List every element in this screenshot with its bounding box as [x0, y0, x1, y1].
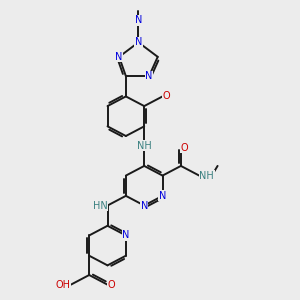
- Text: O: O: [181, 142, 188, 153]
- Text: OH: OH: [56, 280, 71, 290]
- Text: HN: HN: [93, 200, 107, 211]
- Text: O: O: [163, 92, 170, 101]
- Text: NH: NH: [137, 141, 152, 151]
- Text: N: N: [159, 191, 166, 201]
- Text: N: N: [145, 71, 153, 81]
- Text: O: O: [107, 280, 115, 290]
- Text: N: N: [116, 52, 123, 62]
- Text: N: N: [140, 200, 148, 211]
- Text: N: N: [135, 38, 142, 47]
- Text: N: N: [122, 230, 130, 240]
- Text: N: N: [135, 15, 142, 25]
- Text: NH: NH: [199, 171, 214, 181]
